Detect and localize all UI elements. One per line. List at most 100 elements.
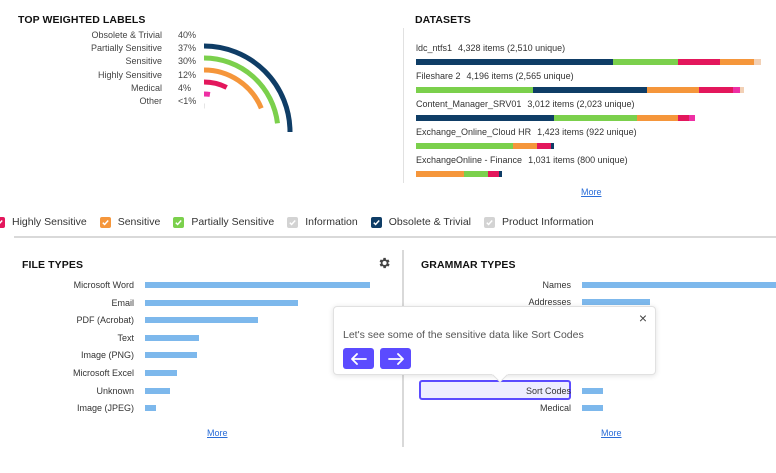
checkbox-icon[interactable]: [173, 216, 185, 228]
file-type-bar[interactable]: [145, 282, 370, 288]
dataset-row[interactable]: Fileshare 2 4,196 items (2,565 unique): [416, 71, 574, 81]
grammar-type-label: Sort Codes: [525, 386, 571, 396]
datasets-more-link[interactable]: More: [581, 187, 602, 197]
file-type-bar[interactable]: [145, 317, 258, 324]
dataset-bar-segment: [416, 59, 613, 65]
close-icon[interactable]: ×: [638, 310, 647, 326]
file-type-label: Microsoft Excel: [72, 368, 134, 378]
legend-item[interactable]: Sensitive: [99, 216, 161, 228]
dataset-bar-segment: [488, 171, 499, 177]
dataset-bar-segment: [533, 87, 648, 93]
label-name: Sensitive: [125, 56, 162, 67]
dataset-bar: [416, 115, 696, 121]
grammar-type-bar[interactable]: [582, 299, 650, 305]
dataset-info: 4,328 items (2,510 unique): [458, 43, 566, 53]
previous-button[interactable]: [343, 348, 374, 369]
dataset-bar-segment: [678, 115, 689, 121]
label-name: Highly Sensitive: [97, 69, 162, 80]
label-name: Medical: [130, 82, 162, 93]
checkbox-icon[interactable]: [0, 216, 5, 228]
file-types-title: FILE TYPES: [22, 259, 84, 271]
label-percent: 40%: [178, 30, 197, 40]
dataset-bar: [416, 171, 503, 177]
legend-item[interactable]: Highly Sensitive: [0, 216, 87, 228]
grammar-types-title: GRAMMAR TYPES: [421, 259, 516, 271]
dataset-bar: [416, 87, 744, 93]
label-percent: 4%: [178, 82, 192, 93]
legend-item[interactable]: Obsolete & Trivial: [370, 216, 472, 228]
label-name: Obsolete & Trivial: [91, 30, 162, 40]
datasets-divider: [403, 28, 404, 183]
file-type-label: Text: [117, 332, 134, 343]
label-arc: [203, 43, 293, 133]
dataset-bar-segment: [719, 59, 755, 65]
dataset-bar-segment: [416, 115, 554, 121]
label-name: Other: [139, 96, 162, 106]
label-arc: [203, 55, 280, 124]
file-type-bar[interactable]: [145, 299, 298, 306]
dataset-info: 4,196 items (2,565 unique): [466, 71, 574, 81]
gear-icon[interactable]: [377, 256, 391, 270]
dataset-row[interactable]: Content_Manager_SRV01 3,012 items (2,023 …: [416, 99, 635, 109]
label-name: Partially Sensitive: [90, 43, 162, 54]
dataset-name: ldc_ntfs1: [416, 43, 453, 53]
dataset-row[interactable]: ExchangeOnline - Finance 1,031 items (800…: [416, 155, 628, 165]
grammar-type-label: Medical: [539, 403, 571, 413]
dataset-name: Content_Manager_SRV01: [416, 99, 522, 109]
top-labels-title: TOP WEIGHTED LABELS: [18, 14, 146, 26]
dataset-bar-segment: [740, 87, 744, 93]
grammar-type-bar[interactable]: [582, 388, 604, 394]
dataset-bar-segment: [550, 143, 554, 149]
legend-item[interactable]: Partially Sensitive: [173, 216, 274, 228]
arrow-right-icon: [387, 352, 404, 365]
file-type-bar[interactable]: [145, 405, 157, 412]
dataset-bar-segment: [536, 143, 551, 149]
sensitivity-legend: Highly Sensitive Sensitive Partially Sensi…: [0, 216, 607, 228]
file-type-bar[interactable]: [145, 334, 199, 341]
dataset-bar-segment: [416, 143, 513, 149]
label-percent: 12%: [178, 69, 197, 80]
dataset-bar-segment: [754, 59, 761, 65]
dataset-row[interactable]: ldc_ntfs1 4,328 items (2,510 unique): [416, 43, 565, 53]
file-type-label: Image (JPEG): [76, 403, 134, 414]
dataset-name: Fileshare 2: [416, 71, 461, 81]
checkbox-icon[interactable]: [370, 216, 382, 228]
dataset-bar-segment: [464, 171, 489, 177]
legend-item[interactable]: Information: [287, 216, 358, 228]
dataset-bar: [416, 143, 554, 149]
legend-label: Sensitive: [117, 216, 161, 228]
dataset-row[interactable]: Exchange_Online_Cloud HR 1,423 items (922…: [416, 127, 637, 137]
label-arc: [203, 79, 228, 90]
file-type-bar[interactable]: [145, 352, 197, 359]
grammar-type-label: Addresses: [528, 297, 571, 307]
dataset-bar-segment: [498, 171, 503, 177]
section-divider: [14, 236, 776, 238]
checkbox-icon[interactable]: [287, 216, 299, 228]
label-percent: 37%: [178, 43, 197, 54]
file-types-more-link[interactable]: More: [207, 428, 228, 438]
legend-item[interactable]: Product Information: [484, 216, 594, 228]
dataset-bar-segment: [647, 87, 699, 93]
grammar-type-bar[interactable]: [582, 405, 604, 411]
file-type-label: Microsoft Word: [73, 280, 134, 290]
legend-label: Product Information: [502, 216, 594, 228]
next-button[interactable]: [380, 348, 411, 369]
file-type-bar[interactable]: [145, 370, 177, 376]
dataset-bar-segment: [512, 143, 537, 149]
grammar-type-bar[interactable]: [582, 282, 776, 288]
file-type-bar[interactable]: [145, 387, 170, 394]
grammar-types-more-link[interactable]: More: [601, 428, 622, 438]
legend-label: Obsolete & Trivial: [388, 216, 472, 228]
legend-label: Partially Sensitive: [191, 216, 275, 228]
label-percent: 30%: [178, 56, 197, 67]
checkbox-icon[interactable]: [99, 216, 111, 228]
dataset-bar-segment: [636, 115, 679, 121]
highlight-sort-codes: [419, 380, 571, 400]
file-type-label: PDF (Acrobat): [76, 315, 134, 326]
arrow-left-icon: [350, 352, 367, 365]
checkbox-icon[interactable]: [484, 216, 496, 228]
dataset-name: ExchangeOnline - Finance: [416, 155, 523, 165]
guide-tooltip: Let's see some of the sensitive data lik…: [333, 306, 656, 375]
dataset-info: 1,423 items (922 unique): [537, 127, 637, 137]
dataset-bar-segment: [678, 59, 720, 65]
